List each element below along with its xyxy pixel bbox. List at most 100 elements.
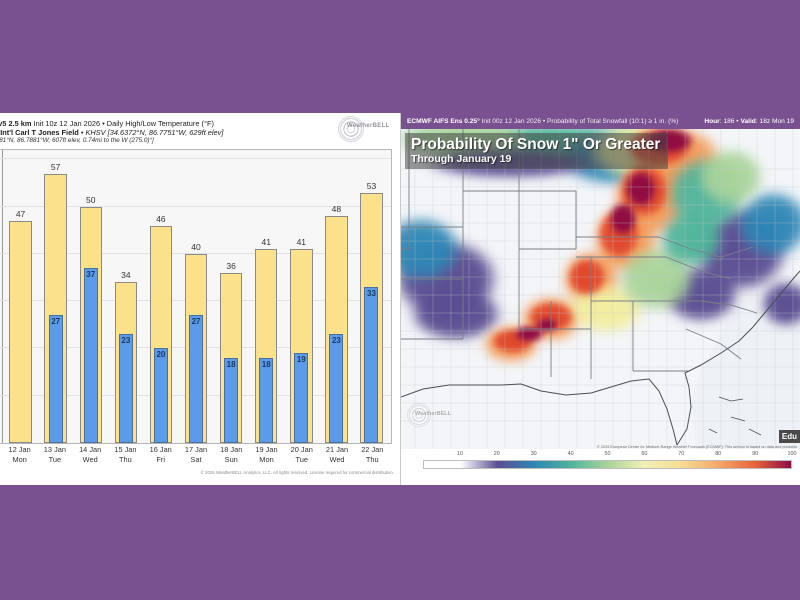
map-logo-swirl-icon (407, 403, 431, 427)
colorbar (423, 460, 792, 469)
x-axis-tick: 19 Jan Mon (249, 445, 284, 469)
map-valid-value: 18z Mon 19 (759, 117, 794, 125)
x-tick-weekday: Thu (365, 454, 379, 464)
high-temp-label: 34 (121, 270, 131, 281)
low-temp-bar (294, 353, 309, 443)
x-axis-labels: 12 Jan Mon 13 Jan Tue 14 Jan Wed 15 Jan Thu 16 J… (0, 445, 392, 469)
x-tick-weekday: Thu (119, 454, 132, 464)
low-temp-label: 27 (51, 317, 61, 327)
chart-bar-group[interactable]: 50 37 (73, 150, 108, 443)
low-temp-bar (188, 315, 204, 443)
chart-bar-group[interactable]: 41 18 (249, 150, 284, 443)
x-tick-weekday: Tue (295, 454, 308, 464)
chart-header-line-1: a v5 2.5 km Init 10z 12 Jan 2026 • Daily… (0, 119, 400, 128)
chart-header-line-3: 6381°N, 86.7881°W, 607ft elev, 0.74mi to… (0, 137, 154, 144)
map-model-detail: Init 00z 12 Jan 2026 • Probability of To… (481, 117, 679, 125)
chart-plot-background: 47 57 27 50 37 34 23 46 20 40 27 36 18 41 18 41 19 48 23 53… (0, 150, 391, 443)
colorbar-tick-label: 30 (530, 451, 537, 457)
x-tick-date: 17 Jan (184, 445, 208, 454)
map-hour-label: Hour (704, 117, 720, 125)
low-temp-bar (118, 334, 133, 443)
x-tick-date: 12 Jan (8, 445, 31, 454)
high-temp-label: 53 (366, 180, 377, 191)
chart-bar-group[interactable]: 48 23 (319, 150, 354, 443)
x-tick-weekday: Wed (329, 454, 345, 464)
chart-model-init: Init 10z 12 Jan 2026 • Daily High/Low Te… (33, 119, 214, 128)
chart-bar-group[interactable]: 47 (3, 150, 38, 443)
x-tick-weekday: Wed (82, 454, 98, 464)
low-temp-bar (329, 334, 344, 443)
x-tick-weekday: Mon (12, 454, 27, 464)
low-temp-label: 19 (296, 355, 306, 365)
x-tick-date: 20 Jan (290, 445, 313, 454)
low-temp-bar (259, 357, 274, 443)
high-temp-label: 47 (15, 208, 26, 219)
colorbar-tick-label: 20 (493, 451, 500, 457)
chart-bar-group[interactable]: 57 27 (38, 150, 73, 443)
x-axis-tick: 13 Jan Tue (37, 445, 72, 469)
high-temp-label: 50 (86, 194, 96, 205)
x-tick-date: 13 Jan (43, 445, 66, 454)
x-axis-tick: 21 Jan Wed (319, 445, 354, 469)
low-temp-bar (48, 315, 63, 443)
low-temp-label: 23 (331, 336, 341, 346)
map-header: ECMWF AIFS Ens 0.25° Init 00z 12 Jan 202… (401, 113, 800, 129)
high-temp-label: 57 (50, 161, 61, 172)
gridline (0, 158, 391, 160)
chart-bars: 47 57 27 50 37 34 23 46 20 40 27 36 18 41 18 41 19 48 23 53… (3, 150, 389, 443)
low-temp-label: 37 (86, 270, 96, 280)
high-temp-label: 41 (296, 237, 307, 248)
snow-probability-map[interactable] (401, 129, 800, 449)
content-band: a v5 2.5 km Init 10z 12 Jan 2026 • Daily… (0, 113, 800, 485)
high-temp-label: 36 (226, 260, 236, 271)
chart-bar-group[interactable]: 40 27 (178, 150, 213, 443)
map-credit: © 2026 European Centre for Medium-Range … (597, 445, 797, 449)
chart-station-name: le Int'l Carl T Jones Field (0, 128, 79, 137)
colorbar-ticks: 10 20 30 40 50 60 70 80 90 100 (423, 451, 797, 459)
colorbar-tick-label: 10 (456, 451, 463, 457)
chart-credit: © 2026 WeatherBELL Analytics, LLC. All r… (200, 470, 394, 475)
snow-probability-map-panel: ECMWF AIFS Ens 0.25° Init 00z 12 Jan 202… (400, 113, 800, 485)
x-axis-tick: 15 Jan Thu (108, 445, 143, 469)
x-tick-weekday: Fri (156, 454, 165, 464)
low-temp-bar (153, 348, 168, 443)
colorbar-tick-label: 80 (715, 451, 722, 457)
map-overlay-subtitle: Through January 19 (411, 153, 512, 165)
chart-station-coords: • KHSV [34.6372°N, 86.7751°W, 629ft elev… (80, 128, 224, 137)
chart-bar-group[interactable]: 36 18 (214, 150, 249, 443)
county-lines (401, 129, 800, 449)
coastline (401, 270, 800, 446)
gridline (0, 205, 391, 207)
x-axis-tick: 20 Jan Tue (284, 445, 319, 469)
chart-header: a v5 2.5 km Init 10z 12 Jan 2026 • Daily… (0, 113, 400, 151)
low-temp-label: 23 (121, 336, 131, 346)
low-temp-label: 20 (156, 350, 166, 360)
x-tick-date: 21 Jan (325, 445, 349, 454)
chart-plot-area: 47 57 27 50 37 34 23 46 20 40 27 36 18 41 18 41 19 48 23 53… (0, 149, 392, 444)
x-tick-weekday: Tue (48, 454, 62, 464)
chart-bar-group[interactable]: 34 23 (108, 150, 143, 443)
map-model-name: ECMWF AIFS Ens 0.25° (407, 117, 480, 125)
x-tick-weekday: Sun (224, 454, 238, 464)
low-temp-label: 33 (367, 289, 376, 299)
logo-swirl-icon (338, 116, 364, 142)
low-temp-bar (83, 268, 98, 443)
chart-bar-group[interactable]: 53 33 (354, 150, 389, 443)
chart-bar-group[interactable]: 41 19 (284, 150, 319, 443)
high-temp-label: 40 (191, 241, 201, 252)
chart-bar-group[interactable]: 46 20 (143, 150, 178, 443)
x-axis-tick: 14 Jan Wed (73, 445, 108, 469)
edu-badge[interactable]: Edu (778, 430, 800, 443)
x-axis-tick: 16 Jan Fri (143, 445, 178, 469)
x-tick-date: 16 Jan (149, 445, 172, 454)
map-logo-wordmark: WeatherBELL (415, 411, 451, 417)
low-temp-label: 18 (261, 359, 271, 369)
map-hour-value: 186 (723, 117, 735, 125)
x-axis-tick: 17 Jan Sat (178, 445, 213, 469)
colorbar-tick-label: 90 (752, 451, 759, 457)
map-title-overlay: Probability Of Snow 1" Or Greater Throug… (405, 133, 669, 169)
map-canvas-area[interactable]: Probability Of Snow 1" Or Greater Throug… (401, 129, 800, 449)
low-temp-label: 27 (191, 317, 201, 327)
x-tick-date: 14 Jan (79, 445, 102, 454)
